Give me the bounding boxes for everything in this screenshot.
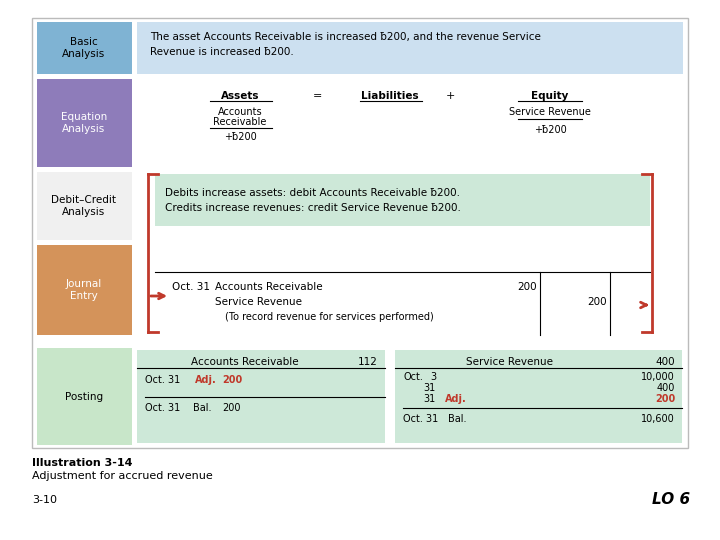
Text: Accounts Receivable: Accounts Receivable [192, 357, 299, 367]
Text: Accounts Receivable: Accounts Receivable [215, 282, 323, 292]
Text: Equity: Equity [531, 91, 569, 101]
Bar [37, 172, 132, 240]
Text: Oct. 31: Oct. 31 [403, 414, 438, 424]
Bar [32, 18, 688, 448]
Text: 200: 200 [588, 297, 607, 307]
Text: LO 6: LO 6 [652, 492, 690, 508]
Text: Journal
Entry: Journal Entry [66, 279, 102, 301]
Text: 10,000: 10,000 [642, 372, 675, 382]
Text: Oct. 31: Oct. 31 [145, 375, 180, 385]
Bar [137, 79, 683, 167]
Text: 112: 112 [358, 357, 378, 367]
Text: Basic
Analysis: Basic Analysis [63, 37, 106, 59]
Text: Liabilities: Liabilities [361, 91, 419, 101]
Text: 400: 400 [655, 357, 675, 367]
Text: Equation
Analysis: Equation Analysis [61, 112, 107, 134]
Text: +ƀ200: +ƀ200 [534, 125, 567, 135]
Text: 10,600: 10,600 [642, 414, 675, 424]
Text: +ƀ200: +ƀ200 [224, 132, 256, 142]
Text: 31: 31 [424, 394, 436, 404]
Text: 200: 200 [222, 403, 240, 413]
Text: Posting: Posting [65, 392, 103, 402]
Text: Bal.: Bal. [448, 414, 467, 424]
Text: 200: 200 [222, 375, 242, 385]
Text: Debit–Credit
Analysis: Debit–Credit Analysis [52, 195, 117, 217]
Text: 3-10: 3-10 [32, 495, 57, 505]
Text: Service Revenue: Service Revenue [467, 357, 554, 367]
Bar [137, 22, 683, 74]
Text: 200: 200 [518, 282, 537, 292]
Bar [37, 79, 132, 167]
Bar [137, 350, 385, 443]
Text: 3: 3 [430, 372, 436, 382]
Bar [37, 348, 132, 445]
Bar [37, 22, 132, 74]
Text: 400: 400 [657, 383, 675, 393]
Text: Bal.: Bal. [193, 403, 212, 413]
Text: Oct.: Oct. [403, 372, 423, 382]
Text: 200: 200 [654, 394, 675, 404]
Bar [137, 245, 653, 335]
Bar [37, 245, 132, 335]
Text: +: + [445, 91, 455, 101]
Text: Oct. 31: Oct. 31 [172, 282, 210, 292]
Text: Adj.: Adj. [445, 394, 467, 404]
Text: Revenue is increased ƀ200.: Revenue is increased ƀ200. [150, 47, 294, 57]
Bar [395, 350, 682, 443]
Text: Receivable: Receivable [213, 117, 266, 127]
Text: Oct. 31: Oct. 31 [145, 403, 180, 413]
Text: The asset Accounts Receivable is increased ƀ200, and the revenue Service: The asset Accounts Receivable is increas… [150, 32, 541, 42]
Text: Adj.: Adj. [195, 375, 217, 385]
Text: (To record revenue for services performed): (To record revenue for services performe… [225, 312, 433, 322]
Text: =: = [313, 91, 323, 101]
Text: Assets: Assets [221, 91, 259, 101]
Text: Credits increase revenues: credit Service Revenue ƀ200.: Credits increase revenues: credit Servic… [165, 203, 461, 213]
Text: Service Revenue: Service Revenue [215, 297, 302, 307]
Text: 31: 31 [424, 383, 436, 393]
Text: Adjustment for accrued revenue: Adjustment for accrued revenue [32, 471, 212, 481]
Text: Accounts: Accounts [217, 107, 262, 117]
Text: Illustration 3-14: Illustration 3-14 [32, 458, 132, 468]
Text: Service Revenue: Service Revenue [509, 107, 591, 117]
Bar [155, 174, 650, 226]
Text: Debits increase assets: debit Accounts Receivable ƀ200.: Debits increase assets: debit Accounts R… [165, 188, 460, 198]
